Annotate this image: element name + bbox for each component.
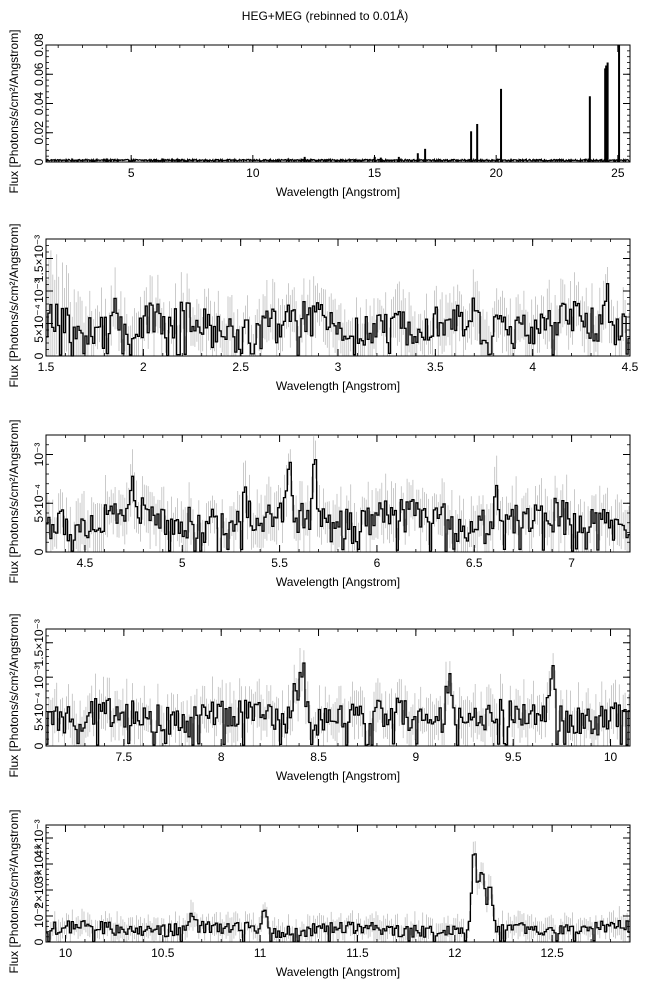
x-tick-label: 3 — [335, 360, 342, 374]
y-axis-label: Flux [Photons/s/cm²/Angstrom] — [7, 29, 21, 193]
y-tick-label: 0.02 — [32, 121, 46, 145]
x-tick-label: 15 — [368, 166, 382, 180]
y-axis: 0 5×10⁻⁴ 10⁻³1.5×10⁻³ — [32, 619, 630, 749]
x-tick-label: 10 — [604, 750, 618, 764]
y-tick-label: 5×10⁻⁴ — [32, 484, 46, 523]
x-tick-label: 11 — [254, 946, 267, 960]
x-tick-label: 7 — [568, 556, 575, 570]
x-axis: 10 10.5 11 11.5 12 12.5 — [45, 825, 631, 960]
y-tick-label: 10⁻³ — [32, 443, 46, 467]
y-tick-label: 3×10⁻³ — [32, 845, 46, 882]
y-tick-label: 0.04 — [32, 91, 46, 115]
y-tick-label: 0 — [32, 352, 46, 359]
y-tick-label: 1.5×10⁻³ — [32, 235, 46, 282]
x-tick-label: 3.5 — [427, 360, 444, 374]
error-bars — [46, 648, 630, 746]
error-bars — [46, 841, 630, 942]
x-tick-label: 4.5 — [77, 556, 94, 570]
x-axis: 1.5 2 2.5 3 3.5 4 4.5 — [38, 239, 639, 374]
y-axis-label: Flux [Photons/s/cm²/Angstrom] — [7, 613, 21, 777]
y-tick-label: 0 — [32, 938, 46, 945]
spectrum-panel-2: 1.5 2 2.5 3 3.5 4 4.5 Wavelength [Angstrom] 0 5×1… — [0, 223, 650, 402]
spectrum-series — [45, 45, 630, 164]
y-tick-label: 0.08 — [32, 33, 46, 57]
x-tick-label: 7.5 — [116, 750, 133, 764]
chart-svg: 7.5 8 8.5 9 9.5 10 Wavelength [Angstrom] 0 5×10⁻… — [7, 613, 631, 783]
spectrum-panel-1: 5 10 15 20 25 Wavelength [Angstrom] 0 0.02 0.04 0… — [0, 29, 650, 208]
spectrum-panel-4: 7.5 8 8.5 9 9.5 10 Wavelength [Angstrom] 0 5×10⁻… — [0, 613, 650, 792]
plot-frame — [45, 824, 631, 943]
x-tick-label: 11.5 — [346, 946, 369, 960]
x-axis: 7.5 8 8.5 9 9.5 10 — [45, 629, 631, 764]
y-axis: 0 5×10⁻⁴ 10⁻³ — [32, 434, 630, 555]
chart-svg: 1.5 2 2.5 3 3.5 4 4.5 Wavelength [Angstrom] 0 5×1… — [7, 223, 639, 393]
spectrum-histogram — [46, 853, 630, 943]
x-tick-label: 10 — [246, 166, 260, 180]
x-axis-label: Wavelength [Angstrom] — [276, 965, 400, 979]
spectrum-panel-3: 4.5 5 5.5 6 6.5 7 Wavelength [Angstrom] 0 5×10⁻⁴… — [0, 419, 650, 598]
x-axis: 5 10 15 20 25 — [57, 45, 625, 180]
error-bars — [46, 436, 630, 552]
spectrum-histogram — [46, 458, 630, 553]
y-tick-label: 0 — [32, 548, 46, 555]
x-tick-label: 4 — [529, 360, 536, 374]
y-axis-label: Flux [Photons/s/cm²/Angstrom] — [7, 809, 21, 973]
x-tick-label: 4.5 — [622, 360, 639, 374]
y-tick-label: 0 — [32, 158, 46, 165]
y-tick-label: 0.06 — [32, 62, 46, 86]
x-tick-label: 2 — [140, 360, 147, 374]
y-tick-label: 4×10⁻³ — [32, 819, 46, 856]
y-axis: 0 10⁻³2×10⁻³3×10⁻³4×10⁻³ — [32, 819, 630, 945]
plot-frame — [45, 44, 631, 163]
x-tick-label: 9.5 — [505, 750, 522, 764]
spectrum-panel-5: 10 10.5 11 11.5 12 12.5 Wavelength [Angstrom] 0… — [0, 809, 650, 988]
spectrum-histogram — [46, 283, 630, 357]
x-axis: 4.5 5 5.5 6 6.5 7 — [45, 435, 631, 570]
spectrum-series — [46, 648, 630, 747]
x-axis-label: Wavelength [Angstrom] — [276, 769, 400, 783]
chart-svg: 10 10.5 11 11.5 12 12.5 Wavelength [Angstrom] 0… — [7, 809, 631, 979]
y-tick-label: 10⁻³ — [32, 904, 46, 928]
spectrum-histogram — [46, 662, 630, 747]
x-tick-label: 8.5 — [310, 750, 327, 764]
x-tick-label: 2.5 — [232, 360, 249, 374]
y-tick-label: 5×10⁻⁴ — [32, 692, 46, 731]
y-axis: 0 0.02 0.04 0.06 0.08 — [32, 33, 630, 165]
x-tick-label: 12.5 — [540, 946, 564, 960]
x-tick-label: 1.5 — [38, 360, 55, 374]
y-axis: 0 5×10⁻⁴10⁻³1.5×10⁻³ — [32, 235, 630, 359]
x-tick-label: 9 — [413, 750, 420, 764]
y-tick-label: 10⁻³ — [32, 665, 46, 689]
spectrum-series — [46, 250, 630, 357]
y-axis-label: Flux [Photons/s/cm²/Angstrom] — [7, 223, 21, 387]
x-tick-label: 6.5 — [466, 556, 483, 570]
x-tick-label: 10 — [59, 946, 73, 960]
y-tick-label: 2×10⁻³ — [32, 871, 46, 908]
x-tick-label: 8 — [218, 750, 225, 764]
spectrum-series — [46, 841, 630, 943]
x-axis-label: Wavelength [Angstrom] — [276, 185, 400, 199]
x-tick-label: 6 — [374, 556, 381, 570]
y-axis-label: Flux [Photons/s/cm²/Angstrom] — [7, 419, 21, 583]
error-bars — [46, 250, 630, 356]
x-axis-label: Wavelength [Angstrom] — [276, 379, 400, 393]
y-tick-label: 10⁻³ — [32, 279, 46, 303]
chart-svg: 4.5 5 5.5 6 6.5 7 Wavelength [Angstrom] 0 5×10⁻⁴… — [7, 419, 631, 589]
y-tick-label: 5×10⁻⁴ — [32, 304, 46, 343]
plot-frame — [45, 628, 631, 747]
x-tick-label: 12 — [448, 946, 462, 960]
x-axis-label: Wavelength [Angstrom] — [276, 575, 400, 589]
x-tick-label: 5.5 — [271, 556, 288, 570]
x-tick-label: 10.5 — [151, 946, 175, 960]
x-tick-label: 25 — [611, 166, 625, 180]
spectrum-series — [46, 436, 630, 553]
x-tick-label: 20 — [489, 166, 503, 180]
x-tick-label: 5 — [179, 556, 186, 570]
page-title: HEG+MEG (rebinned to 0.01Å) — [241, 9, 409, 23]
x-tick-label: 5 — [128, 166, 135, 180]
y-tick-label: 1.5×10⁻³ — [32, 619, 46, 666]
y-tick-label: 0 — [32, 742, 46, 749]
